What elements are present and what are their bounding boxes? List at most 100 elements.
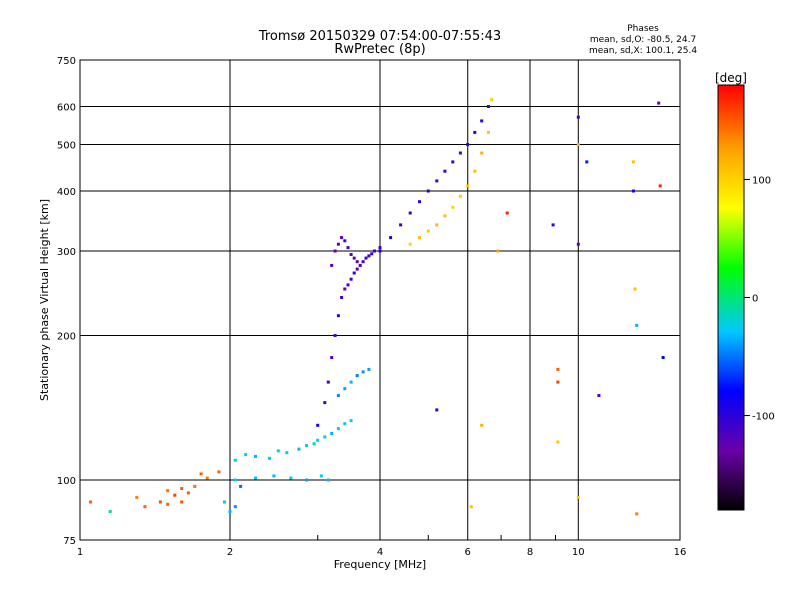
data-point (389, 236, 393, 240)
data-point (346, 283, 350, 287)
data-point (223, 500, 226, 504)
data-point (490, 98, 494, 102)
data-point (418, 200, 421, 204)
x-tick-label: 4 (377, 547, 383, 558)
data-point (576, 143, 580, 146)
data-point (217, 470, 221, 474)
data-point (336, 314, 340, 318)
colorbar (717, 84, 745, 511)
stats-line-x: mean, sd,X: 100.1, 25.4 (589, 46, 697, 56)
data-point (408, 211, 412, 215)
data-point (576, 115, 580, 119)
data-point (108, 510, 112, 513)
data-point (408, 242, 412, 246)
y-axis: 75 100 200 300 400 500 600 750 (57, 56, 76, 547)
data-point (633, 287, 637, 291)
stats-line-o: mean, sd,O: -80.5, 24.7 (590, 35, 696, 45)
data-point (466, 184, 470, 188)
data-point (244, 453, 248, 457)
data-point (505, 211, 509, 215)
data-point (458, 151, 462, 155)
data-point (340, 296, 344, 299)
data-point (166, 489, 170, 493)
data-point (458, 194, 462, 198)
data-point (343, 287, 347, 291)
data-point (323, 435, 327, 439)
data-point (352, 271, 356, 275)
data-point (480, 119, 484, 123)
x-axis: 1 2 4 6 8 10 16 (77, 547, 687, 558)
x-tick-label: 2 (227, 547, 233, 558)
data-point (340, 236, 344, 240)
data-point (556, 380, 560, 384)
data-points (89, 98, 665, 516)
x-tick-label: 10 (572, 547, 585, 558)
data-point (199, 472, 203, 476)
data-point (418, 236, 421, 240)
data-point (661, 356, 665, 359)
data-point (435, 179, 439, 183)
data-point (233, 458, 237, 462)
data-point (346, 246, 350, 250)
data-point (551, 223, 555, 227)
data-point (349, 419, 353, 423)
x-tick-label: 16 (674, 547, 687, 558)
data-point (399, 223, 403, 227)
data-point (443, 169, 447, 173)
data-point (496, 249, 500, 253)
data-point (233, 505, 237, 509)
data-point (316, 423, 320, 427)
data-point (239, 484, 243, 488)
data-point (373, 249, 376, 253)
data-point (333, 249, 337, 253)
data-point (631, 160, 635, 164)
data-point (658, 184, 662, 188)
data-point (367, 367, 371, 371)
data-point (285, 451, 289, 455)
y-tick-label: 200 (57, 332, 76, 343)
data-point (657, 101, 661, 105)
data-point (378, 249, 382, 253)
chart-subtitle: RwPretec (8p) (334, 42, 425, 57)
data-point (349, 380, 353, 384)
data-point (556, 367, 560, 371)
y-tick-label: 500 (57, 141, 76, 152)
data-point (336, 394, 340, 397)
data-point (166, 502, 170, 506)
y-tick-label: 400 (57, 187, 76, 198)
data-point (576, 495, 580, 499)
data-point (158, 500, 162, 504)
data-point (316, 438, 320, 442)
data-point (466, 143, 470, 146)
data-point (469, 505, 473, 509)
data-point (343, 239, 347, 243)
data-point (361, 370, 365, 374)
data-point (272, 474, 276, 478)
data-point (451, 160, 455, 164)
stats-heading: Phases (627, 24, 659, 34)
y-tick-label: 100 (57, 476, 76, 487)
data-point (319, 474, 323, 478)
colorbar-tick-label: -100 (752, 412, 775, 423)
data-point (180, 500, 184, 504)
data-point (352, 256, 356, 260)
data-point (426, 229, 430, 233)
data-point (180, 487, 184, 490)
data-point (233, 478, 237, 482)
data-point (305, 444, 309, 447)
data-point (205, 476, 209, 480)
data-point (486, 105, 490, 108)
data-point (193, 484, 197, 488)
data-point (480, 151, 484, 155)
data-point (585, 160, 589, 164)
data-point (473, 169, 477, 173)
data-point (254, 454, 257, 458)
data-point (556, 440, 560, 444)
x-tick-label: 8 (527, 547, 533, 558)
data-point (635, 323, 639, 327)
data-point (576, 242, 580, 246)
data-point (597, 394, 601, 397)
data-point (435, 408, 439, 412)
x-tick-label: 6 (465, 547, 471, 558)
data-point (268, 456, 271, 460)
